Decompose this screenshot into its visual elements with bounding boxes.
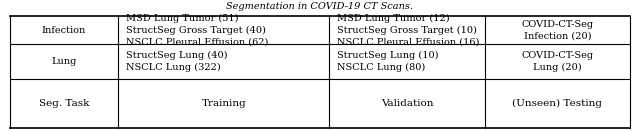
Text: Seg. Task: Seg. Task xyxy=(39,99,89,108)
Text: COVID-CT-Seg: COVID-CT-Seg xyxy=(522,20,593,29)
Text: NSCLC Pleural Effusion (62): NSCLC Pleural Effusion (62) xyxy=(126,37,268,46)
Text: Infection: Infection xyxy=(42,26,86,35)
Text: NSCLC Pleural Effusion (16): NSCLC Pleural Effusion (16) xyxy=(337,37,479,46)
Text: Training: Training xyxy=(202,99,246,108)
Text: MSD Lung Tumor (51): MSD Lung Tumor (51) xyxy=(126,14,239,23)
Text: NSCLC Lung (322): NSCLC Lung (322) xyxy=(126,63,221,72)
Text: StructSeg Lung (10): StructSeg Lung (10) xyxy=(337,51,438,60)
Text: StructSeg Lung (40): StructSeg Lung (40) xyxy=(126,51,227,60)
Text: StructSeg Gross Target (10): StructSeg Gross Target (10) xyxy=(337,26,477,35)
Text: MSD Lung Tumor (12): MSD Lung Tumor (12) xyxy=(337,14,450,23)
Text: Lung: Lung xyxy=(51,57,77,66)
Text: Lung (20): Lung (20) xyxy=(533,63,582,72)
Text: (Unseen) Testing: (Unseen) Testing xyxy=(513,99,602,108)
Text: StructSeg Gross Target (40): StructSeg Gross Target (40) xyxy=(126,26,266,35)
Text: Validation: Validation xyxy=(381,99,433,108)
Text: NSCLC Lung (80): NSCLC Lung (80) xyxy=(337,63,425,72)
Text: Infection (20): Infection (20) xyxy=(524,31,591,40)
Text: Segmentation in COVID-19 CT Scans.: Segmentation in COVID-19 CT Scans. xyxy=(227,2,413,11)
Text: COVID-CT-Seg: COVID-CT-Seg xyxy=(522,51,593,60)
